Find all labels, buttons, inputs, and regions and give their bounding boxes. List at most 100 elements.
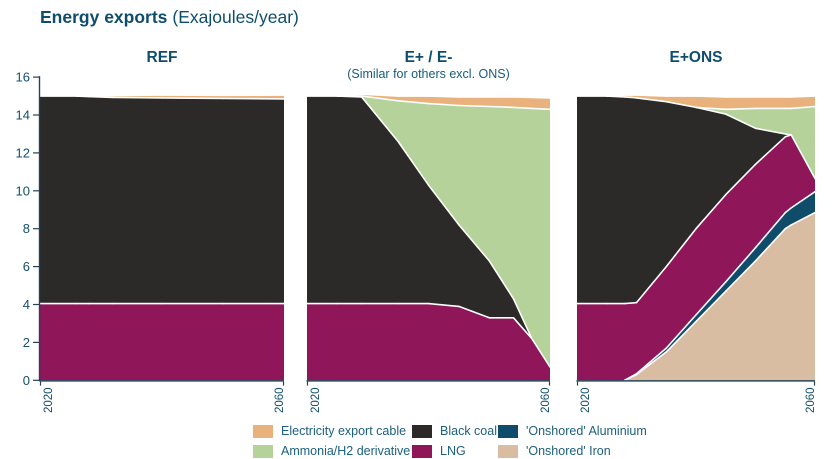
- y-tick-label-8: 8: [23, 221, 30, 236]
- series-edge-coal-panel1: [360, 96, 399, 143]
- area-ammonia-panel1: [307, 96, 550, 367]
- series-edge-ammonia-panel1: [530, 107, 551, 111]
- page-title: Energy exports (Exajoules/year): [40, 7, 299, 28]
- series-edge-aluminium-panel2: [724, 246, 757, 283]
- series-edge-coal-panel0: [112, 96, 163, 99]
- series-edge-ammonia-panel1: [488, 105, 515, 109]
- y-tick-label-2: 2: [23, 335, 30, 350]
- series-edge-cable-panel2: [695, 95, 727, 98]
- series-edge-iron-panel2: [724, 260, 757, 293]
- series-edge-lng-panel2: [790, 134, 816, 180]
- page-title-bold: Energy exports: [40, 7, 168, 27]
- series-edge-lng-panel2: [754, 136, 787, 166]
- series-edge-aluminium-panel2: [695, 280, 727, 316]
- series-edge-aluminium-panel2: [665, 314, 697, 349]
- legend-item-ammonia-h2-derivative: Ammonia/H2 derivative: [253, 441, 412, 459]
- series-edge-iron-panel2: [635, 351, 668, 376]
- area-cable-panel2: [577, 95, 815, 110]
- series-edge-aluminium-panel2: [784, 207, 793, 214]
- y-tick-label-12: 12: [16, 145, 30, 160]
- area-lng-panel0: [40, 303, 284, 381]
- y-tick-label-0: 0: [23, 373, 30, 388]
- legend-label-ammonia: Ammonia/H2 derivative: [281, 444, 411, 458]
- series-edge-aluminium-panel2: [635, 347, 668, 375]
- series-edge-lng-panel1: [427, 302, 460, 308]
- series-edge-lng-panel2: [623, 301, 638, 305]
- legend-label-cable: Electricity export cable: [281, 424, 407, 438]
- area-lng-panel2: [577, 134, 815, 381]
- series-edge-ammonia-panel1: [512, 106, 533, 110]
- series-edge-ammonia-panel1: [360, 95, 399, 102]
- legend-item-electricity-export-cable: Electricity export cable: [253, 421, 412, 441]
- area-coal-panel2: [577, 96, 815, 304]
- series-edge-lng-panel2: [695, 193, 727, 230]
- legend-label-aluminium: 'Onshored' Aluminium: [526, 424, 647, 438]
- series-edge-cable-panel1: [360, 93, 399, 97]
- series-edge-aluminium-panel2: [623, 372, 638, 382]
- x-tick-label-2060-panel1: 2060: [540, 387, 552, 413]
- y-tick-label-16: 16: [16, 70, 30, 85]
- series-edge-cable-panel1: [336, 93, 363, 97]
- series-edge-iron-panel2: [665, 320, 697, 353]
- legend-item-onshored-aluminium: 'Onshored' Aluminium: [498, 421, 678, 441]
- series-edge-coal-panel2: [635, 97, 668, 103]
- series-edge-coal-panel2: [724, 113, 757, 130]
- area-aluminium-panel2: [577, 191, 815, 381]
- series-edge-lng-panel1: [458, 305, 491, 319]
- series-edge-ammonia-panel1: [397, 100, 430, 105]
- series-edge-ammonia-panel2: [790, 105, 816, 110]
- legend: Electricity export cable Black coal 'Ons…: [253, 421, 678, 459]
- series-edge-coal-panel1: [397, 140, 430, 186]
- panel-title-eons: E+ONS: [669, 49, 723, 66]
- legend-label-lng: LNG: [440, 444, 466, 458]
- y-tick-label-14: 14: [16, 108, 30, 123]
- series-edge-coal-panel1: [512, 297, 533, 340]
- legend-swatch-coal: [412, 424, 432, 438]
- panel-title-eplus-eminus: E+ / E-: [404, 49, 453, 66]
- legend-swatch-ammonia: [253, 444, 273, 458]
- legend-swatch-iron: [498, 444, 518, 458]
- series-edge-ammonia-panel1: [427, 102, 460, 107]
- x-tick-label-2060-panel2: 2060: [805, 387, 817, 413]
- legend-label-coal: Black coal: [440, 424, 497, 438]
- series-edge-ammonia-panel2: [724, 107, 757, 111]
- series-edge-lng-panel2: [665, 227, 697, 268]
- series-edge-cable-panel2: [790, 95, 816, 98]
- series-edge-cable-panel1: [427, 95, 460, 98]
- page-title-unit: (Exajoules/year): [172, 7, 299, 27]
- legend-swatch-aluminium: [498, 424, 518, 438]
- series-edge-aluminium-panel2: [754, 211, 787, 249]
- series-edge-ammonia-panel1: [458, 104, 491, 108]
- series-edge-coal-panel0: [161, 97, 224, 100]
- series-edge-coal-panel0: [88, 95, 114, 99]
- series-edge-lng-panel1: [530, 337, 551, 368]
- area-cable-panel1: [307, 94, 550, 110]
- series-edge-coal-panel2: [754, 127, 787, 135]
- y-tick-label-10: 10: [16, 183, 30, 198]
- x-tick-label-2020-panel1: 2020: [310, 387, 322, 413]
- series-edge-cable-panel2: [635, 94, 668, 97]
- area-coal-panel0: [40, 96, 284, 304]
- x-tick-label-2060-panel0: 2060: [274, 387, 286, 413]
- series-edge-coal-panel1: [458, 224, 491, 262]
- area-lng-panel1: [307, 303, 550, 381]
- x-tick-label-2020-panel2: 2020: [580, 387, 592, 413]
- area-coal-panel1: [307, 96, 550, 367]
- legend-swatch-lng: [412, 444, 432, 458]
- series-edge-coal-panel1: [427, 184, 460, 226]
- series-edge-iron-panel2: [695, 290, 727, 323]
- series-edge-iron-panel2: [784, 224, 793, 230]
- y-tick-label-4: 4: [23, 297, 30, 312]
- x-tick-label-2020-panel0: 2020: [43, 387, 55, 413]
- series-edge-iron-panel2: [754, 227, 787, 262]
- series-edge-coal-panel2: [784, 133, 793, 136]
- series-edge-coal-panel2: [665, 100, 697, 109]
- legend-swatch-cable: [253, 424, 273, 438]
- area-ammonia-panel2: [577, 96, 815, 179]
- series-edge-cable-panel1: [530, 96, 551, 99]
- panel-title-ref: REF: [146, 49, 178, 66]
- series-edge-lng-panel2: [635, 265, 668, 304]
- series-edge-lng-panel2: [724, 163, 757, 196]
